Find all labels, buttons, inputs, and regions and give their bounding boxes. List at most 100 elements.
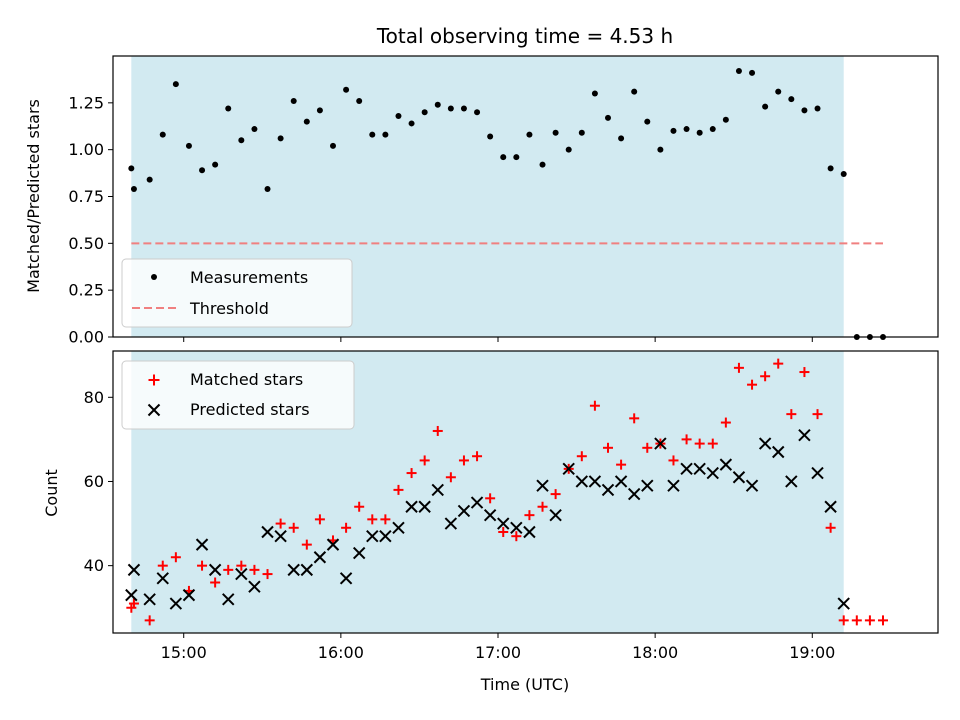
top-axis-ticks-layer: 0.00 0.25 0.50 0.75 1.00 1.25: [68, 93, 813, 347]
measurement-point: [290, 97, 297, 104]
measurement-point: [670, 127, 677, 134]
predicted-star-point: [156, 572, 169, 585]
matched-star-point: [773, 358, 784, 369]
matched-star-point: [485, 493, 496, 504]
measurement-point: [591, 90, 598, 97]
predicted-star-point: [745, 479, 759, 492]
predicted-star-point: [405, 500, 418, 513]
matched-star-point: [812, 409, 823, 420]
measurement-point: [356, 97, 363, 104]
matched-star-point: [249, 564, 260, 575]
measurement-point: [199, 167, 206, 174]
measurement-point: [343, 86, 350, 93]
matched-star-point: [733, 362, 744, 373]
predicted-star-point: [523, 525, 536, 539]
predicted-star-point: [758, 437, 772, 450]
predicted-star-point: [575, 475, 589, 488]
bottom-x-tick-label: 15:00: [161, 643, 207, 662]
measurement-point: [159, 131, 166, 138]
matched-star-point: [524, 510, 535, 521]
bottom-x-tick-label: 18:00: [632, 643, 678, 662]
matched-star-point: [799, 367, 810, 378]
predicted-star-point: [549, 508, 562, 522]
matched-star-point: [878, 615, 888, 626]
matched-star-point: [275, 518, 286, 529]
measurement-point: [225, 105, 232, 112]
measurement-point: [801, 107, 808, 114]
measurement-point: [421, 109, 428, 116]
measurement-point: [382, 131, 389, 138]
predicted-star-point: [339, 572, 353, 585]
measurement-point: [683, 126, 690, 133]
predicted-star-point: [287, 563, 300, 577]
predicted-star-point: [352, 546, 366, 560]
measurement-point: [644, 118, 651, 125]
measurement-point: [303, 118, 310, 125]
measurement-point: [788, 96, 795, 103]
measurement-point: [709, 126, 716, 133]
matched-star-point: [851, 615, 862, 626]
top-legend-box: [121, 258, 353, 328]
predicted-star-point: [392, 521, 405, 534]
matched-star-point: [314, 514, 325, 525]
matched-star-point: [511, 531, 522, 542]
predicted-star-point: [431, 483, 444, 497]
measurement-point: [631, 88, 638, 95]
predicted-star-point: [497, 517, 510, 530]
matched-star-point: [576, 451, 587, 462]
measurement-point: [735, 67, 742, 74]
top-y-axis-label: Matched/Predicted stars: [24, 99, 43, 293]
measurement-point: [460, 105, 467, 112]
matched-star-point: [720, 417, 731, 428]
legend-threshold-label: Threshold: [189, 299, 269, 318]
matched-star-point: [170, 552, 181, 563]
matched-star-point: [616, 459, 627, 470]
predicted-star-point: [719, 458, 733, 471]
matched-star-point: [589, 400, 600, 411]
measurement-point: [539, 161, 546, 168]
top-legend: Measurements Threshold: [121, 258, 353, 328]
measurement-point: [330, 142, 336, 149]
top-axes-frame: [112, 55, 939, 338]
predicted-star-point: [693, 462, 706, 476]
measurement-point: [618, 135, 625, 142]
predicted-star-point: [732, 471, 746, 484]
matched-star-point: [157, 560, 168, 571]
matched-star-point: [288, 522, 299, 533]
measurement-point: [762, 103, 769, 110]
measurement-point: [513, 154, 520, 161]
predicted-star-point: [772, 445, 785, 459]
measurement-point: [212, 161, 219, 168]
matched-star-point: [432, 425, 443, 436]
bottom-y-tick-label: 80: [84, 388, 104, 407]
top-panel: 0.00 0.25 0.50 0.75 1.00 1.25 Matched/Predict…: [24, 55, 939, 347]
top-y-tick-label: 0.50: [68, 234, 104, 253]
predicted-star-point: [143, 593, 156, 606]
matched-star-point: [144, 615, 155, 626]
bottom-panel: 15:00 16:00 17:00 18:00 19:00 40 60 80 Count Ti…: [42, 350, 939, 694]
measurement-point: [657, 146, 664, 153]
predicted-star-point: [300, 563, 314, 577]
predicted-star-point: [222, 593, 235, 606]
predicted-star-point: [536, 479, 549, 492]
predicted-star-point: [641, 479, 654, 492]
bottom-x-tick-label: 17:00: [475, 643, 521, 662]
predicted-star-point: [235, 567, 248, 581]
measurement-point: [487, 133, 494, 140]
matched-star-point: [458, 455, 469, 466]
measurement-point: [251, 126, 258, 133]
matched-star-point: [406, 468, 417, 479]
measurement-point: [146, 176, 153, 183]
predicted-star-point: [195, 538, 209, 551]
predicted-star-point: [706, 466, 719, 480]
matched-star-point: [747, 379, 758, 390]
measurement-point: [775, 88, 782, 95]
predicted-star-point: [824, 500, 837, 513]
predicted-star-point: [588, 475, 602, 488]
top-y-tick-label: 0.25: [68, 281, 104, 300]
matched-star-point: [642, 442, 653, 453]
matched-star-point: [301, 539, 312, 550]
predicted-star-point: [261, 525, 274, 539]
measurement-point: [408, 120, 415, 127]
measurement-point: [238, 137, 245, 144]
